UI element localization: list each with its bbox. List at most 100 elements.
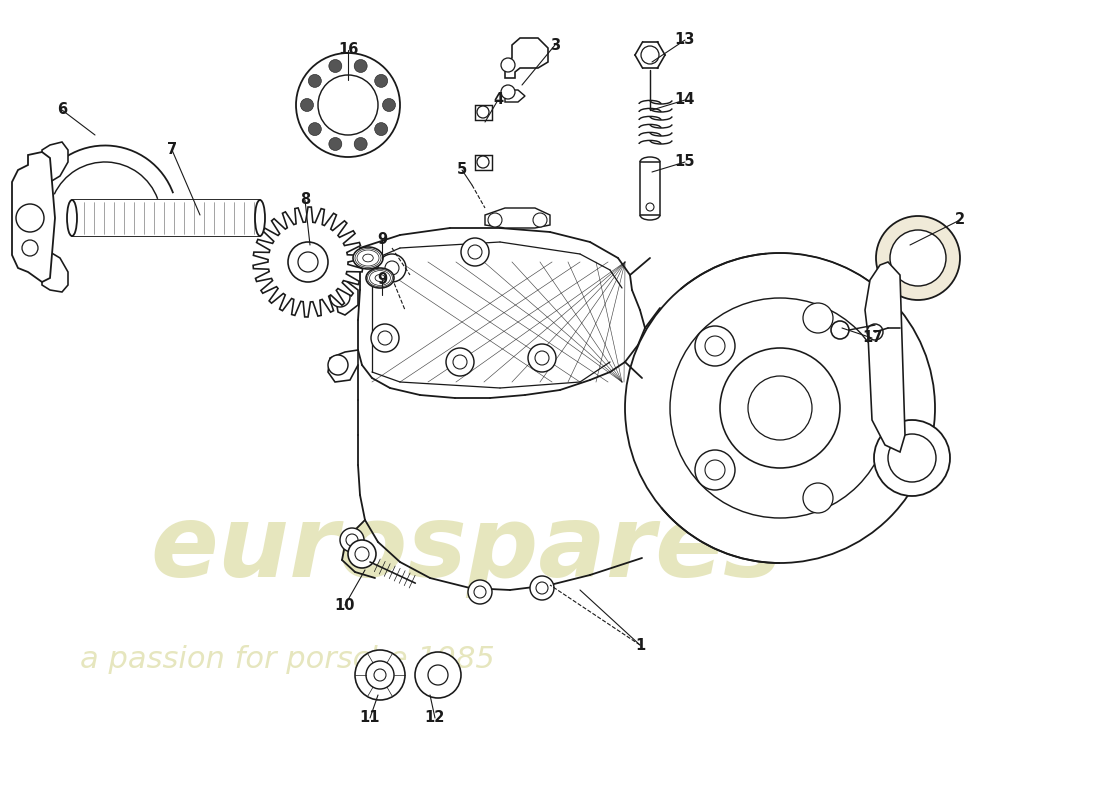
Circle shape [625, 253, 935, 563]
Circle shape [446, 348, 474, 376]
Text: 9: 9 [377, 273, 387, 287]
Circle shape [867, 324, 883, 340]
Text: 4: 4 [493, 93, 503, 107]
Ellipse shape [255, 200, 265, 236]
Text: 11: 11 [360, 710, 381, 726]
Polygon shape [505, 90, 525, 102]
Circle shape [16, 204, 44, 232]
Circle shape [641, 46, 659, 64]
Circle shape [468, 245, 482, 259]
Circle shape [300, 98, 313, 111]
Circle shape [646, 203, 654, 211]
Polygon shape [30, 142, 68, 182]
Circle shape [461, 238, 490, 266]
Circle shape [354, 59, 367, 73]
Circle shape [468, 580, 492, 604]
Circle shape [374, 669, 386, 681]
Circle shape [888, 434, 936, 482]
Circle shape [383, 98, 396, 111]
Text: 8: 8 [300, 193, 310, 207]
Polygon shape [505, 38, 548, 78]
Circle shape [803, 483, 833, 513]
Circle shape [355, 547, 368, 561]
Circle shape [890, 230, 946, 286]
Circle shape [695, 326, 735, 366]
Circle shape [308, 74, 321, 87]
Circle shape [530, 576, 554, 600]
Text: 10: 10 [334, 598, 355, 613]
Polygon shape [12, 152, 55, 282]
Text: 17: 17 [861, 330, 882, 346]
Circle shape [329, 59, 342, 73]
Circle shape [340, 528, 364, 552]
Polygon shape [865, 262, 905, 452]
Circle shape [378, 331, 392, 345]
Circle shape [366, 661, 394, 689]
Polygon shape [30, 252, 68, 292]
Circle shape [720, 348, 840, 468]
Circle shape [296, 53, 400, 157]
Polygon shape [485, 208, 550, 228]
Polygon shape [328, 350, 358, 382]
Circle shape [477, 106, 490, 118]
Text: 15: 15 [674, 154, 695, 170]
Text: a passion for porsche 1985: a passion for porsche 1985 [80, 646, 495, 674]
Circle shape [670, 298, 890, 518]
Circle shape [874, 420, 950, 496]
Circle shape [288, 242, 328, 282]
Circle shape [535, 351, 549, 365]
Circle shape [375, 74, 387, 87]
Text: 3: 3 [550, 38, 560, 53]
Circle shape [348, 540, 376, 568]
Polygon shape [253, 207, 363, 317]
Text: 5: 5 [456, 162, 468, 178]
Circle shape [298, 252, 318, 272]
Text: 14: 14 [674, 93, 695, 107]
Circle shape [355, 650, 405, 700]
Ellipse shape [67, 200, 77, 236]
Circle shape [534, 213, 547, 227]
Text: 1: 1 [635, 638, 645, 653]
Circle shape [415, 652, 461, 698]
Text: 13: 13 [674, 33, 695, 47]
Polygon shape [475, 105, 492, 120]
Circle shape [371, 324, 399, 352]
Polygon shape [640, 162, 660, 215]
Text: 2: 2 [955, 213, 965, 227]
Circle shape [329, 138, 342, 150]
Polygon shape [336, 280, 358, 315]
Text: 9: 9 [377, 233, 387, 247]
Circle shape [830, 321, 849, 339]
Circle shape [705, 336, 725, 356]
Circle shape [385, 261, 399, 275]
Circle shape [528, 344, 556, 372]
Circle shape [428, 665, 448, 685]
Circle shape [748, 376, 812, 440]
Circle shape [453, 355, 468, 369]
Circle shape [488, 213, 502, 227]
Circle shape [22, 240, 38, 256]
Circle shape [308, 122, 321, 135]
Circle shape [346, 534, 358, 546]
Ellipse shape [363, 254, 373, 262]
Text: eurospares: eurospares [150, 502, 782, 598]
Circle shape [876, 216, 960, 300]
Ellipse shape [366, 268, 394, 288]
Circle shape [500, 85, 515, 99]
Ellipse shape [375, 274, 385, 282]
Circle shape [536, 582, 548, 594]
Text: 12: 12 [425, 710, 446, 726]
Circle shape [328, 355, 348, 375]
Circle shape [474, 586, 486, 598]
Circle shape [378, 254, 406, 282]
Text: 16: 16 [338, 42, 359, 58]
Circle shape [695, 450, 735, 490]
Text: 7: 7 [167, 142, 177, 158]
Circle shape [375, 122, 387, 135]
Polygon shape [72, 200, 260, 236]
Circle shape [354, 138, 367, 150]
Circle shape [318, 75, 378, 135]
Circle shape [330, 287, 350, 307]
Circle shape [705, 460, 725, 480]
Circle shape [477, 156, 490, 168]
